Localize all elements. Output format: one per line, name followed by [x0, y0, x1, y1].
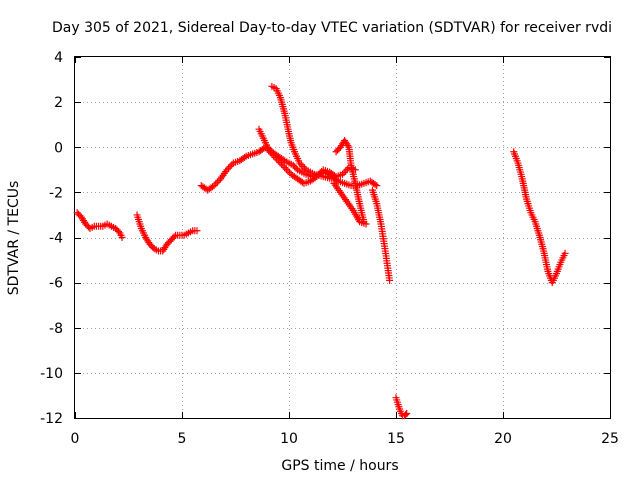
y-tick-label: 2 [54, 95, 63, 111]
data-point [228, 161, 236, 169]
data-point [362, 220, 370, 228]
plot-frame [74, 56, 611, 419]
data-point [149, 243, 157, 251]
data-point [226, 162, 234, 170]
data-point [284, 167, 292, 175]
y-axis-label: SDTVAR / TECUs [6, 181, 22, 296]
data-point [292, 164, 300, 172]
axis-ticks [75, 57, 611, 419]
y-tick-label: -2 [49, 185, 63, 201]
data-point [340, 169, 348, 177]
y-tick-label: -10 [40, 366, 63, 382]
data-point [213, 178, 221, 186]
data-point [282, 165, 290, 173]
x-tick-label: 5 [178, 431, 187, 447]
y-tick-label: 4 [54, 50, 63, 66]
series-arc-2 [133, 211, 201, 255]
series-arc-5 [268, 82, 336, 183]
grid-lines [75, 57, 610, 418]
y-tick-label: -6 [49, 276, 63, 292]
data-point [328, 175, 336, 183]
data-point [193, 227, 201, 235]
data-point [281, 164, 289, 172]
data-points [73, 82, 569, 420]
x-axis-label: GPS time / hours [281, 458, 398, 474]
y-tick-label: -8 [49, 321, 63, 337]
data-point [373, 182, 381, 190]
data-point [402, 411, 410, 419]
data-point [371, 180, 379, 188]
chart-title: Day 305 of 2021, Sidereal Day-to-day VTE… [52, 20, 612, 36]
data-point [223, 166, 231, 174]
data-point [339, 170, 346, 178]
y-tick-label: 0 [54, 140, 63, 156]
y-tick-label: -12 [40, 411, 63, 427]
y-tick-labels: -12 -10 -8 -6 -4 -2 0 2 4 [40, 50, 63, 427]
data-point [297, 161, 305, 169]
data-point [118, 234, 126, 241]
data-point [344, 142, 352, 150]
y-tick-label: -4 [49, 231, 63, 247]
x-tick-label: 25 [601, 431, 619, 447]
data-point [241, 153, 249, 161]
data-point [212, 180, 220, 188]
series-arc-8 [368, 186, 394, 284]
series-arc-10 [510, 148, 569, 287]
series-arc-7 [330, 179, 370, 228]
series-arc-9 [392, 394, 411, 420]
x-tick-labels: 0 5 10 15 20 25 [71, 431, 619, 447]
data-point [299, 162, 307, 170]
data-point [403, 409, 411, 417]
x-tick-label: 20 [494, 431, 512, 447]
data-point [210, 182, 218, 190]
x-tick-label: 15 [387, 431, 405, 447]
x-tick-label: 0 [71, 431, 80, 447]
series-arc-1 [73, 209, 126, 241]
data-point [301, 164, 309, 172]
data-point [342, 167, 350, 175]
data-point [279, 162, 287, 170]
data-point [279, 156, 287, 164]
data-point [225, 164, 233, 172]
data-point [561, 249, 569, 257]
data-point [115, 227, 123, 235]
data-point [170, 233, 178, 241]
x-tick-label: 10 [280, 431, 298, 447]
data-point [386, 276, 394, 284]
data-point [296, 159, 304, 167]
